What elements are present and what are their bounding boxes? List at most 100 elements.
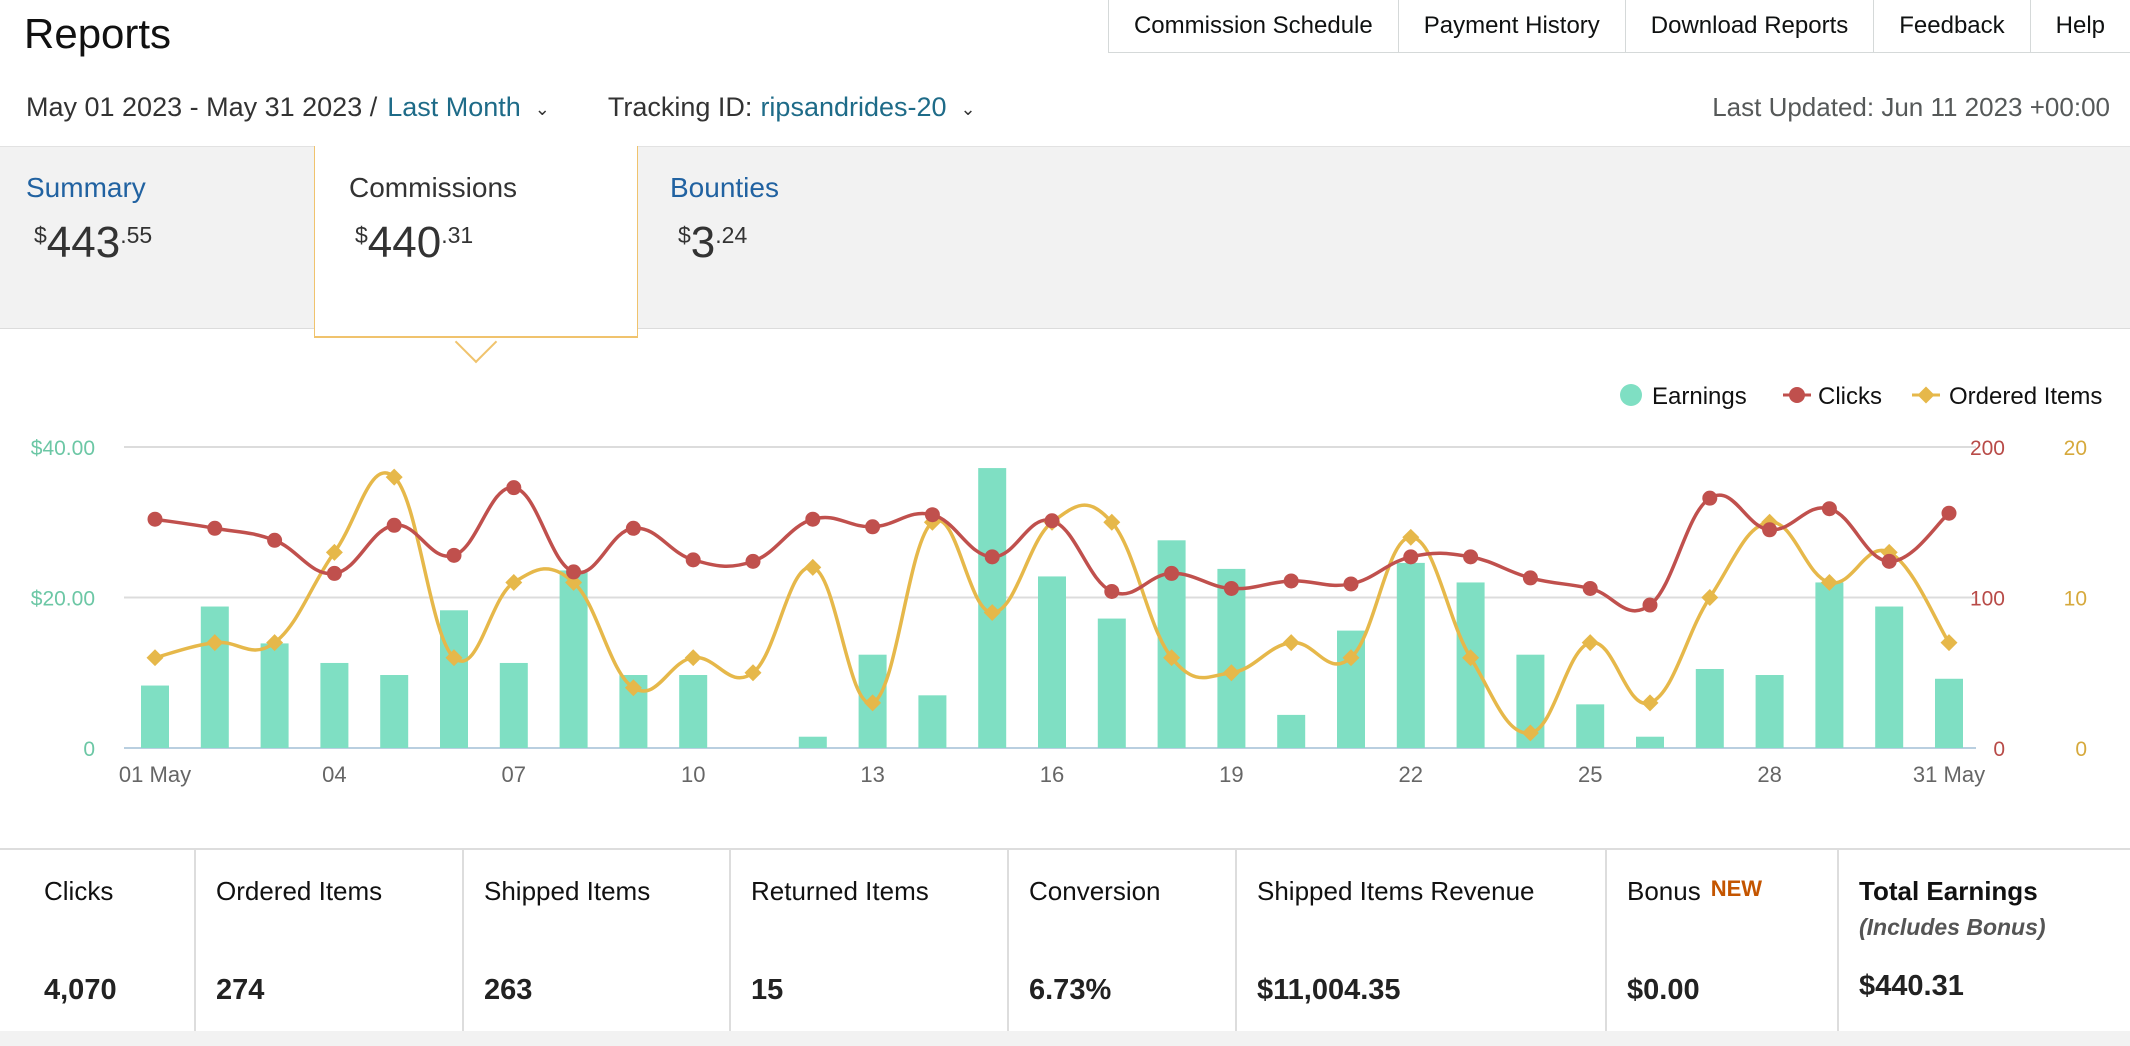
ordered-items-point	[1342, 649, 1360, 667]
clicks-point	[1343, 576, 1359, 592]
filter-row: May 01 2023 - May 31 2023 / Last Month ⌄…	[26, 92, 976, 123]
tab-summary[interactable]: Summary $ 443 .55	[26, 148, 152, 328]
stat-sublabel: (Includes Bonus)	[1859, 914, 2046, 940]
stat-shipped-items-revenue: Shipped Items Revenue $11,004.35	[1237, 850, 1607, 1033]
tab-summary-label[interactable]: Summary	[26, 172, 146, 203]
ordered-items-point	[1462, 649, 1480, 667]
bottom-band	[0, 1031, 2130, 1046]
amount-whole: 3	[690, 218, 716, 267]
ordered-items-point	[864, 694, 882, 712]
commission-schedule-link[interactable]: Commission Schedule	[1109, 0, 1399, 52]
clicks-point	[1104, 583, 1120, 599]
ordered-items-point	[1163, 649, 1181, 667]
help-link[interactable]: Help	[2055, 12, 2105, 39]
earnings-bar	[1875, 606, 1904, 748]
amount-whole: 443	[46, 218, 121, 267]
clicks-point	[1821, 501, 1837, 517]
clicks-point	[1762, 522, 1778, 538]
earnings-bar	[559, 570, 588, 748]
y-ordered-tick: 20	[2064, 437, 2087, 460]
clicks-point	[1223, 580, 1239, 596]
tab-bounties[interactable]: Bounties $ 3 .24	[670, 148, 779, 328]
earnings-bar	[200, 606, 229, 748]
clicks-point	[1522, 570, 1538, 586]
chevron-down-icon[interactable]: ⌄	[960, 99, 976, 119]
clicks-point	[207, 520, 223, 536]
clicks-point	[326, 565, 342, 581]
earnings-bar	[679, 675, 708, 748]
bonus-label: Bonus	[1627, 876, 1701, 906]
ordered-items-point	[1641, 694, 1659, 712]
earnings-bar	[1277, 714, 1306, 748]
tab-commissions[interactable]: Commissions $ 440 .31	[314, 146, 638, 338]
feedback-link[interactable]: Feedback	[1874, 0, 2031, 52]
download-reports-link[interactable]: Download Reports	[1626, 0, 1875, 52]
x-tick: 07	[502, 762, 526, 787]
chevron-down-icon[interactable]: ⌄	[534, 99, 550, 119]
tab-commissions-label[interactable]: Commissions	[349, 172, 518, 203]
stat-value: 274	[216, 974, 265, 1006]
clicks-point	[1044, 513, 1060, 529]
stat-label: Bonus NEW	[1627, 876, 1762, 907]
legend-clicks[interactable]: Clicks	[1818, 383, 1882, 410]
y-clicks-tick: 100	[1970, 588, 2005, 611]
earnings-bar	[260, 643, 289, 748]
ordered-items-point	[1701, 589, 1719, 606]
summary-amount: $ 443 .55	[34, 218, 152, 268]
clicks-point	[924, 507, 940, 523]
stats-row: Clicks 4,070 Ordered Items 274 Shipped I…	[0, 848, 2130, 1035]
y-clicks-tick: 0	[1993, 738, 2005, 761]
y-ordered-tick: 0	[2075, 738, 2087, 761]
y-left-tick: $40.00	[31, 437, 95, 460]
ordered-items-point	[684, 649, 702, 667]
amount-cents: .24	[715, 222, 748, 248]
ordered-items-point	[804, 558, 822, 576]
earnings-bar	[1636, 736, 1664, 748]
ordered-items-point	[1222, 664, 1240, 682]
earnings-bar	[798, 736, 827, 748]
stat-shipped-items: Shipped Items 263	[464, 850, 731, 1033]
ordered-items-point	[983, 604, 1001, 622]
earnings-bar	[1576, 704, 1605, 748]
stat-label: Shipped Items Revenue	[1257, 876, 1535, 906]
earnings-bar	[1038, 576, 1066, 748]
clicks-point	[1164, 565, 1180, 581]
clicks-point	[446, 547, 462, 563]
ordered-items-point	[1521, 724, 1539, 742]
clicks-point	[1403, 549, 1419, 565]
x-tick: 28	[1757, 762, 1781, 787]
stat-label: Ordered Items	[216, 876, 383, 906]
date-preset-dropdown[interactable]: Last Month	[387, 92, 521, 122]
x-tick: 04	[322, 762, 346, 787]
ordered-items-point	[1581, 634, 1599, 652]
earnings-bar	[440, 610, 468, 748]
earnings-bar	[1755, 675, 1784, 748]
legend-earnings[interactable]: Earnings	[1652, 383, 1747, 410]
stat-returned-items: Returned Items 15	[731, 850, 1009, 1033]
stat-label: Clicks	[44, 876, 114, 906]
legend-ordered-items[interactable]: Ordered Items	[1949, 383, 2102, 410]
top-navigation: Commission Schedule Payment History Down…	[1107, 0, 2130, 53]
earnings-bar	[918, 695, 947, 748]
x-tick: 01 May	[119, 762, 191, 787]
clicks-point	[1881, 553, 1897, 569]
legend-earnings-icon	[1620, 384, 1642, 406]
tracking-id-value[interactable]: ripsandrides-20	[760, 92, 947, 122]
amount-cents: .55	[120, 222, 153, 248]
stat-label: Total Earnings	[1859, 876, 2038, 906]
x-tick: 31 May	[1913, 762, 1985, 787]
stat-total-earnings: Total Earnings (Includes Bonus) $440.31	[1839, 850, 2130, 1033]
tracking-id-dropdown[interactable]: Tracking ID: ripsandrides-20 ⌄	[608, 92, 976, 123]
clicks-point	[805, 511, 821, 527]
earnings-bar	[1337, 630, 1365, 748]
stat-label: Conversion	[1029, 876, 1161, 906]
earnings-bar	[1935, 678, 1963, 748]
clicks-point	[267, 532, 283, 548]
clicks-point	[625, 520, 641, 536]
tab-bounties-label[interactable]: Bounties	[670, 172, 779, 203]
payment-history-link[interactable]: Payment History	[1399, 0, 1626, 52]
y-left-tick: $20.00	[31, 588, 95, 611]
clicks-point	[147, 511, 163, 527]
stat-value: $440.31	[1859, 970, 1964, 1002]
